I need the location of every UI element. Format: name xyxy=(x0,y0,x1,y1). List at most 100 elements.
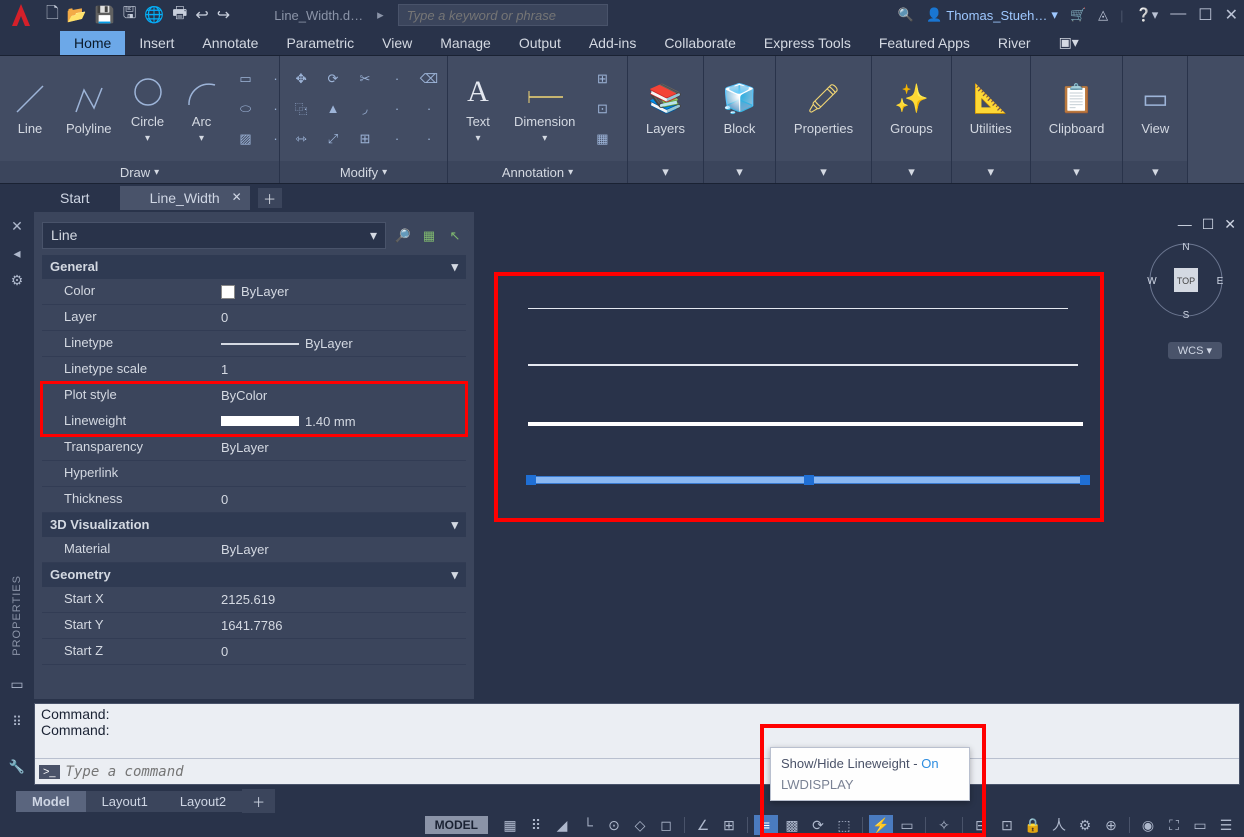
row-transparency[interactable]: TransparencyByLayer xyxy=(42,435,466,461)
maximize-button[interactable]: ☐ xyxy=(1198,5,1212,25)
command-history[interactable]: Command: Command: xyxy=(35,704,1239,758)
layouttab-model[interactable]: Model xyxy=(16,791,86,812)
add-tab-button[interactable]: ＋ xyxy=(258,188,282,208)
user-menu[interactable]: 👤 Thomas_Stueh… ▾ xyxy=(926,7,1058,23)
row-thickness[interactable]: Thickness0 xyxy=(42,487,466,513)
panel-utilities[interactable]: 📐Utilities▾ xyxy=(952,56,1031,183)
row-hyperlink[interactable]: Hyperlink xyxy=(42,461,466,487)
sb-units-icon[interactable]: ⊟ xyxy=(969,815,993,835)
layouttab-add[interactable]: ＋ xyxy=(242,789,275,814)
row-startx[interactable]: Start X2125.619 xyxy=(42,587,466,613)
panel-block[interactable]: 🧊Block▾ xyxy=(704,56,776,183)
select-objects-icon[interactable]: ↖ xyxy=(444,225,466,247)
circle-button[interactable]: Circle xyxy=(126,72,170,146)
search-icon[interactable]: 🔍 xyxy=(898,7,914,23)
sb-dynamic-icon[interactable]: ⚡ xyxy=(869,815,893,835)
grip-mid[interactable] xyxy=(804,475,814,485)
viewcube[interactable]: TOP N S E W xyxy=(1146,240,1226,320)
panel-layers[interactable]: 📚Layers▾ xyxy=(628,56,704,183)
canvas-max-icon[interactable]: ☐ xyxy=(1202,216,1215,233)
panel-annotation-title[interactable]: Annotation xyxy=(448,161,627,183)
help-icon[interactable]: ❔▾ xyxy=(1136,7,1159,23)
canvas-close-icon[interactable]: ✕ xyxy=(1224,216,1236,233)
search-input[interactable] xyxy=(398,4,608,26)
tab-annotate[interactable]: Annotate xyxy=(188,31,272,55)
app-logo[interactable] xyxy=(6,0,36,30)
tab-view[interactable]: View xyxy=(368,31,426,55)
sb-grid-icon[interactable]: ▦ xyxy=(498,815,522,835)
sb-osnap-icon[interactable]: ◻ xyxy=(654,815,678,835)
undo-icon[interactable]: ↩ xyxy=(195,5,208,25)
layouttab-1[interactable]: Layout1 xyxy=(86,791,164,812)
open-icon[interactable]: 📂 xyxy=(67,5,87,25)
row-material[interactable]: MaterialByLayer xyxy=(42,537,466,563)
sb-custom-icon[interactable]: ☰ xyxy=(1214,815,1238,835)
sb-3dosnap-icon[interactable]: ⬚ xyxy=(832,815,856,835)
saveas-icon[interactable]: 🖫 xyxy=(123,2,137,29)
panel-view[interactable]: ▭View▾ xyxy=(1123,56,1188,183)
web-icon[interactable]: 🌐 xyxy=(144,5,164,25)
tab-addins[interactable]: Add-ins xyxy=(575,31,650,55)
row-ltscale[interactable]: Linetype scale1 xyxy=(42,357,466,383)
cart-icon[interactable]: 🛒 xyxy=(1070,7,1086,23)
row-startz[interactable]: Start Z0 xyxy=(42,639,466,665)
quick-select-icon[interactable]: 🔎 xyxy=(392,225,414,247)
redo-icon[interactable]: ↪ xyxy=(217,5,230,25)
sb-scale-icon[interactable]: 人 xyxy=(1047,815,1071,835)
section-general[interactable]: General▾ xyxy=(42,255,466,279)
sb-selection-icon[interactable]: ▭ xyxy=(895,815,919,835)
sb-transparency-icon[interactable]: ▩ xyxy=(780,815,804,835)
row-layer[interactable]: Layer0 xyxy=(42,305,466,331)
tab-output[interactable]: Output xyxy=(505,31,575,55)
tab-express[interactable]: Express Tools xyxy=(750,31,865,55)
app-store-icon[interactable]: ◬ xyxy=(1098,7,1108,23)
section-geometry[interactable]: Geometry▾ xyxy=(42,563,466,587)
arc-button[interactable]: Arc xyxy=(180,72,224,146)
sb-hardware-icon[interactable]: ⛶ xyxy=(1162,815,1186,835)
sb-annoscale-icon[interactable]: 🔒 xyxy=(1021,815,1045,835)
plot-icon[interactable]: 🖶 xyxy=(172,2,187,29)
sb-otrack-icon[interactable]: ∠ xyxy=(691,815,715,835)
sb-ortho-icon[interactable]: └ xyxy=(576,815,600,835)
anno-small[interactable]: ⊞⊡▦ xyxy=(589,67,615,151)
canvas-min-icon[interactable]: — xyxy=(1178,216,1192,233)
layouttab-2[interactable]: Layout2 xyxy=(164,791,242,812)
sb-isolate-icon[interactable]: ◉ xyxy=(1136,815,1160,835)
sb-polar-icon[interactable]: ⊙ xyxy=(602,815,626,835)
object-type-select[interactable]: Line▾ xyxy=(42,222,386,249)
cmd-handle-icon[interactable]: ⠿ xyxy=(12,714,22,730)
sb-snap-icon[interactable]: ⠿ xyxy=(524,815,548,835)
palette-pin-icon[interactable]: ◂ xyxy=(13,245,20,262)
tab-river[interactable]: River xyxy=(984,31,1045,55)
close-tab-icon[interactable]: ✕ xyxy=(232,190,242,204)
modify-tools[interactable]: ✥⟳✂·⌫ ⿻▲◞·· ⇿⤢⊞·· xyxy=(288,67,442,151)
doctab-start[interactable]: Start xyxy=(30,186,120,210)
panel-modify-title[interactable]: Modify xyxy=(280,161,447,183)
sb-infer-icon[interactable]: ◢ xyxy=(550,815,574,835)
close-button[interactable]: ✕ xyxy=(1225,5,1238,25)
wcs-badge[interactable]: WCS ▾ xyxy=(1168,342,1222,359)
new-icon[interactable]: 🗋 xyxy=(46,2,59,29)
panel-draw-title[interactable]: Draw xyxy=(0,161,279,183)
sb-cycling-icon[interactable]: ⟳ xyxy=(806,815,830,835)
command-input[interactable] xyxy=(66,764,1235,780)
cmd-wrench-icon[interactable]: 🔧 xyxy=(9,759,25,775)
palette-gear-icon[interactable]: ⚙ xyxy=(11,272,24,289)
panel-properties[interactable]: 🖍Properties▾ xyxy=(776,56,872,183)
palette-close-icon[interactable]: ✕ xyxy=(11,218,23,235)
sb-iso-icon[interactable]: ◇ xyxy=(628,815,652,835)
grip-start[interactable] xyxy=(526,475,536,485)
row-linetype[interactable]: LinetypeByLayer xyxy=(42,331,466,357)
line-button[interactable]: Line xyxy=(8,79,52,138)
tab-manage[interactable]: Manage xyxy=(426,31,505,55)
sb-monitor-icon[interactable]: ⊕ xyxy=(1099,815,1123,835)
sb-ws-icon[interactable]: ⚙ xyxy=(1073,815,1097,835)
tab-collaborate[interactable]: Collaborate xyxy=(650,31,750,55)
tab-overflow-icon[interactable]: ▣▾ xyxy=(1045,30,1093,55)
palette-menu-icon[interactable]: ▭ xyxy=(10,676,23,693)
sb-2d-icon[interactable]: ⊞ xyxy=(717,815,741,835)
panel-clipboard[interactable]: 📋Clipboard▾ xyxy=(1031,56,1124,183)
sb-clean-icon[interactable]: ▭ xyxy=(1188,815,1212,835)
sb-gizmo-icon[interactable]: ✧ xyxy=(932,815,956,835)
model-chip[interactable]: MODEL xyxy=(425,816,488,834)
